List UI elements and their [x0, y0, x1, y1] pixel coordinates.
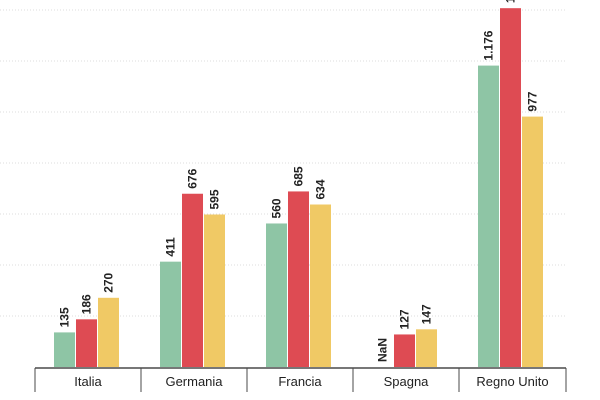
bar [76, 319, 97, 367]
data-label: 411 [164, 237, 178, 257]
data-label: 595 [208, 189, 222, 209]
bar [394, 334, 415, 367]
bar [522, 116, 543, 367]
bar [416, 329, 437, 367]
data-label: 270 [102, 272, 116, 292]
data-label: 127 [398, 309, 412, 329]
category-label: Regno Unito [476, 374, 548, 389]
category-label: Germania [165, 374, 223, 389]
bar [204, 214, 225, 367]
bar [310, 204, 331, 367]
bar [478, 65, 499, 368]
data-label: 977 [526, 91, 540, 111]
data-label: 135 [58, 307, 72, 327]
bar [288, 191, 309, 367]
bar [98, 297, 119, 367]
category-label: Italia [74, 374, 102, 389]
data-label: 1.400 [504, 0, 518, 3]
data-label: 676 [186, 168, 200, 188]
data-labels-group: 135 186 270 411 676 595 560 685 634 NaN 127 147 1.17… [58, 0, 540, 362]
bar [54, 332, 75, 367]
data-label: 186 [80, 294, 94, 314]
data-label: 147 [420, 304, 434, 324]
bar [182, 193, 203, 367]
data-label: 685 [292, 166, 306, 186]
data-label: 1.176 [482, 30, 496, 60]
data-label: 634 [314, 179, 328, 199]
data-label: NaN [376, 338, 390, 362]
bar [160, 261, 181, 367]
bars-group [54, 8, 543, 368]
category-label: Spagna [384, 374, 430, 389]
bar [500, 8, 521, 368]
data-label: 560 [270, 198, 284, 218]
bar [266, 223, 287, 367]
x-axis: Italia Germania Francia Spagna Regno Unito [34, 367, 567, 392]
category-label: Francia [278, 374, 322, 389]
